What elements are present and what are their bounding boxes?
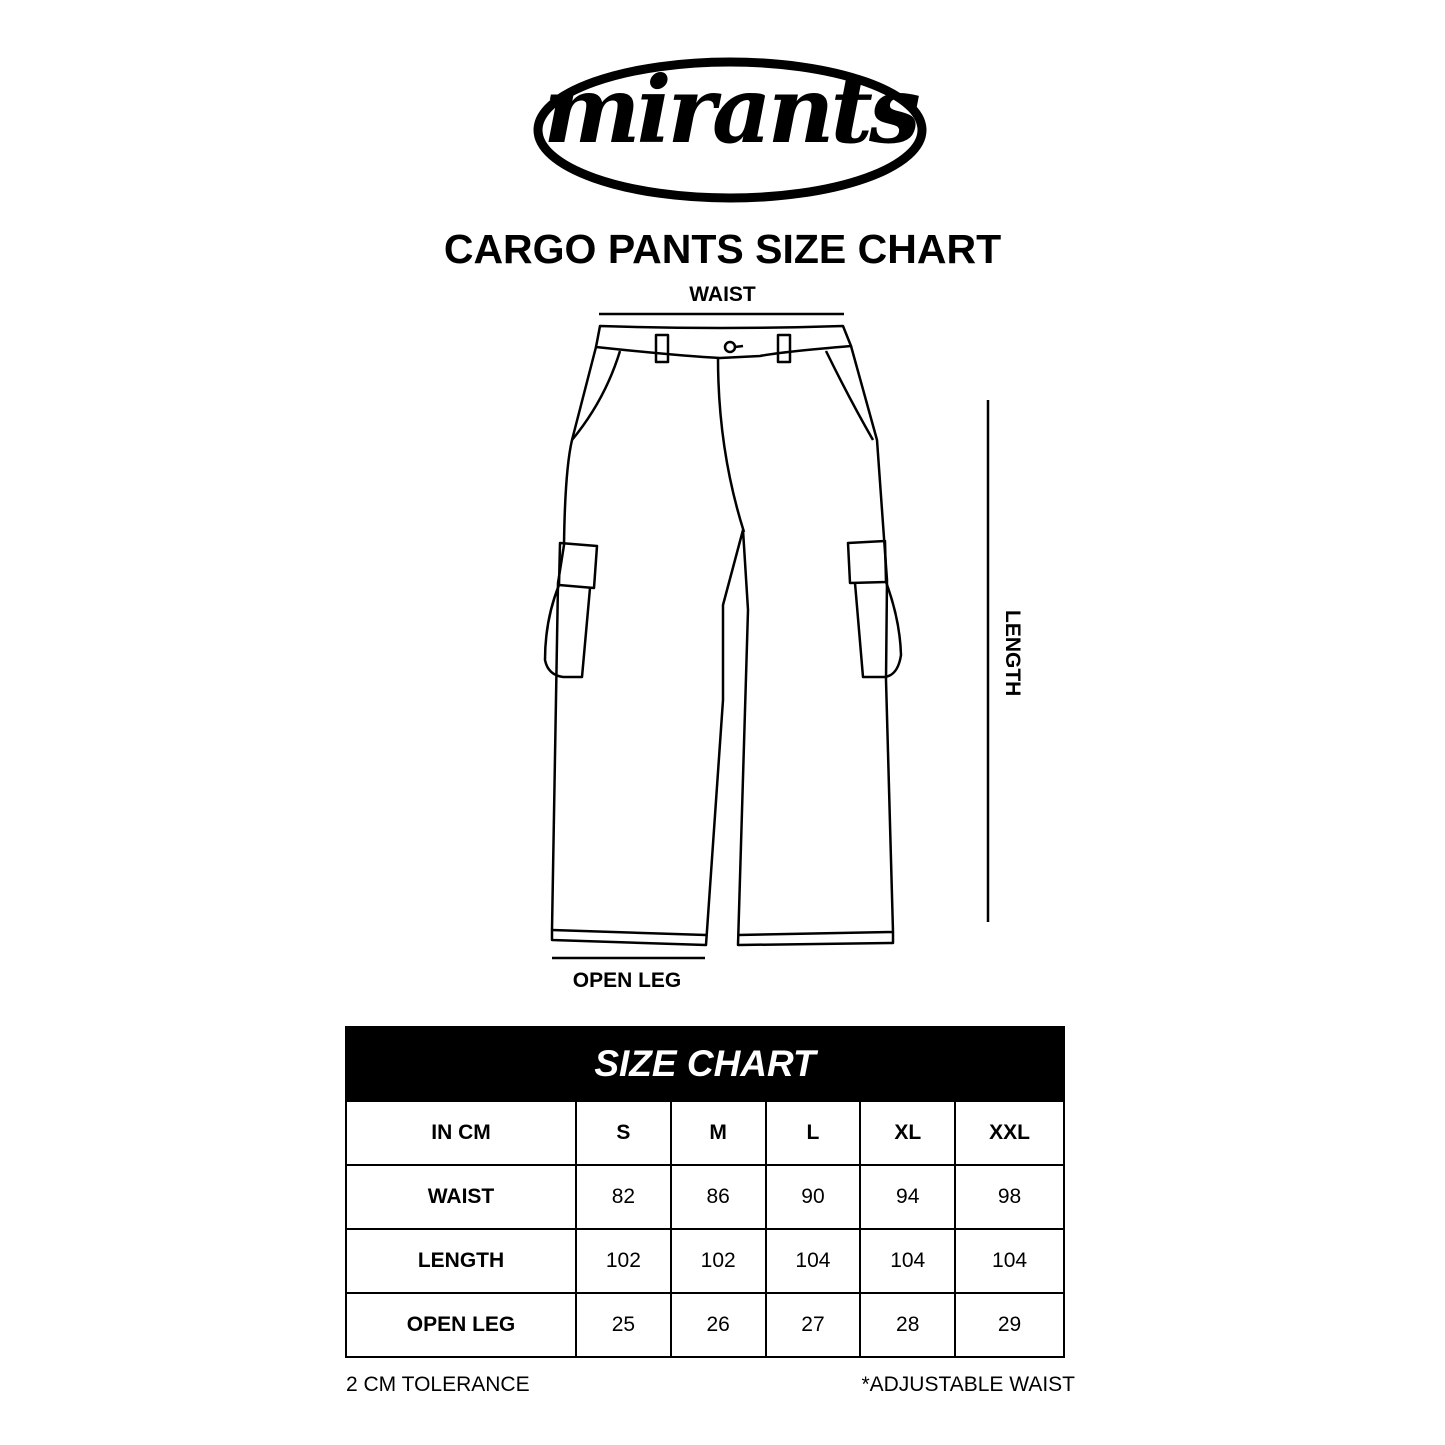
open-leg-label: OPEN LEG [572, 969, 682, 992]
table-cell: 29 [954, 1292, 1065, 1358]
cargo-pants-diagram [543, 312, 990, 960]
table-cell: 102 [575, 1228, 672, 1294]
size-chart-title: SIZE CHART [345, 1026, 1065, 1102]
waist-label: WAIST [689, 283, 756, 306]
brand-logo: mirants [520, 40, 940, 210]
column-header: IN CM [345, 1100, 577, 1166]
size-chart-table: SIZE CHART IN CM S M L XL XXL WAIST 82 8… [345, 1026, 1065, 1358]
table-row: LENGTH 102 102 104 104 104 [345, 1228, 1065, 1294]
tolerance-note: 2 CM TOLERANCE [346, 1373, 530, 1396]
table-cell: 94 [859, 1164, 957, 1230]
row-label: OPEN LEG [345, 1292, 577, 1358]
table-cell: 28 [859, 1292, 957, 1358]
table-cell: 25 [575, 1292, 672, 1358]
table-cell: 82 [575, 1164, 672, 1230]
table-cell: 26 [669, 1292, 767, 1358]
table-cell: 98 [954, 1164, 1065, 1230]
table-header-row: IN CM S M L XL XXL [345, 1100, 1065, 1166]
column-header: M [669, 1100, 767, 1166]
table-cell: 104 [859, 1228, 957, 1294]
column-header: L [764, 1100, 862, 1166]
table-row: OPEN LEG 25 26 27 28 29 [345, 1292, 1065, 1358]
column-header: XXL [954, 1100, 1065, 1166]
table-row: WAIST 82 86 90 94 98 [345, 1164, 1065, 1230]
column-header: XL [859, 1100, 957, 1166]
length-label: LENGTH [1001, 610, 1024, 697]
table-cell: 102 [669, 1228, 767, 1294]
column-header: S [575, 1100, 672, 1166]
adjustable-waist-note: *ADJUSTABLE WAIST [861, 1373, 1075, 1396]
table-cell: 90 [764, 1164, 862, 1230]
brand-logo-text: mirants [543, 56, 921, 164]
table-cell: 27 [764, 1292, 862, 1358]
table-cell: 86 [669, 1164, 767, 1230]
row-label: WAIST [345, 1164, 577, 1230]
row-label: LENGTH [345, 1228, 577, 1294]
page-title: CARGO PANTS SIZE CHART [443, 226, 1002, 272]
table-cell: 104 [954, 1228, 1065, 1294]
table-cell: 104 [764, 1228, 862, 1294]
